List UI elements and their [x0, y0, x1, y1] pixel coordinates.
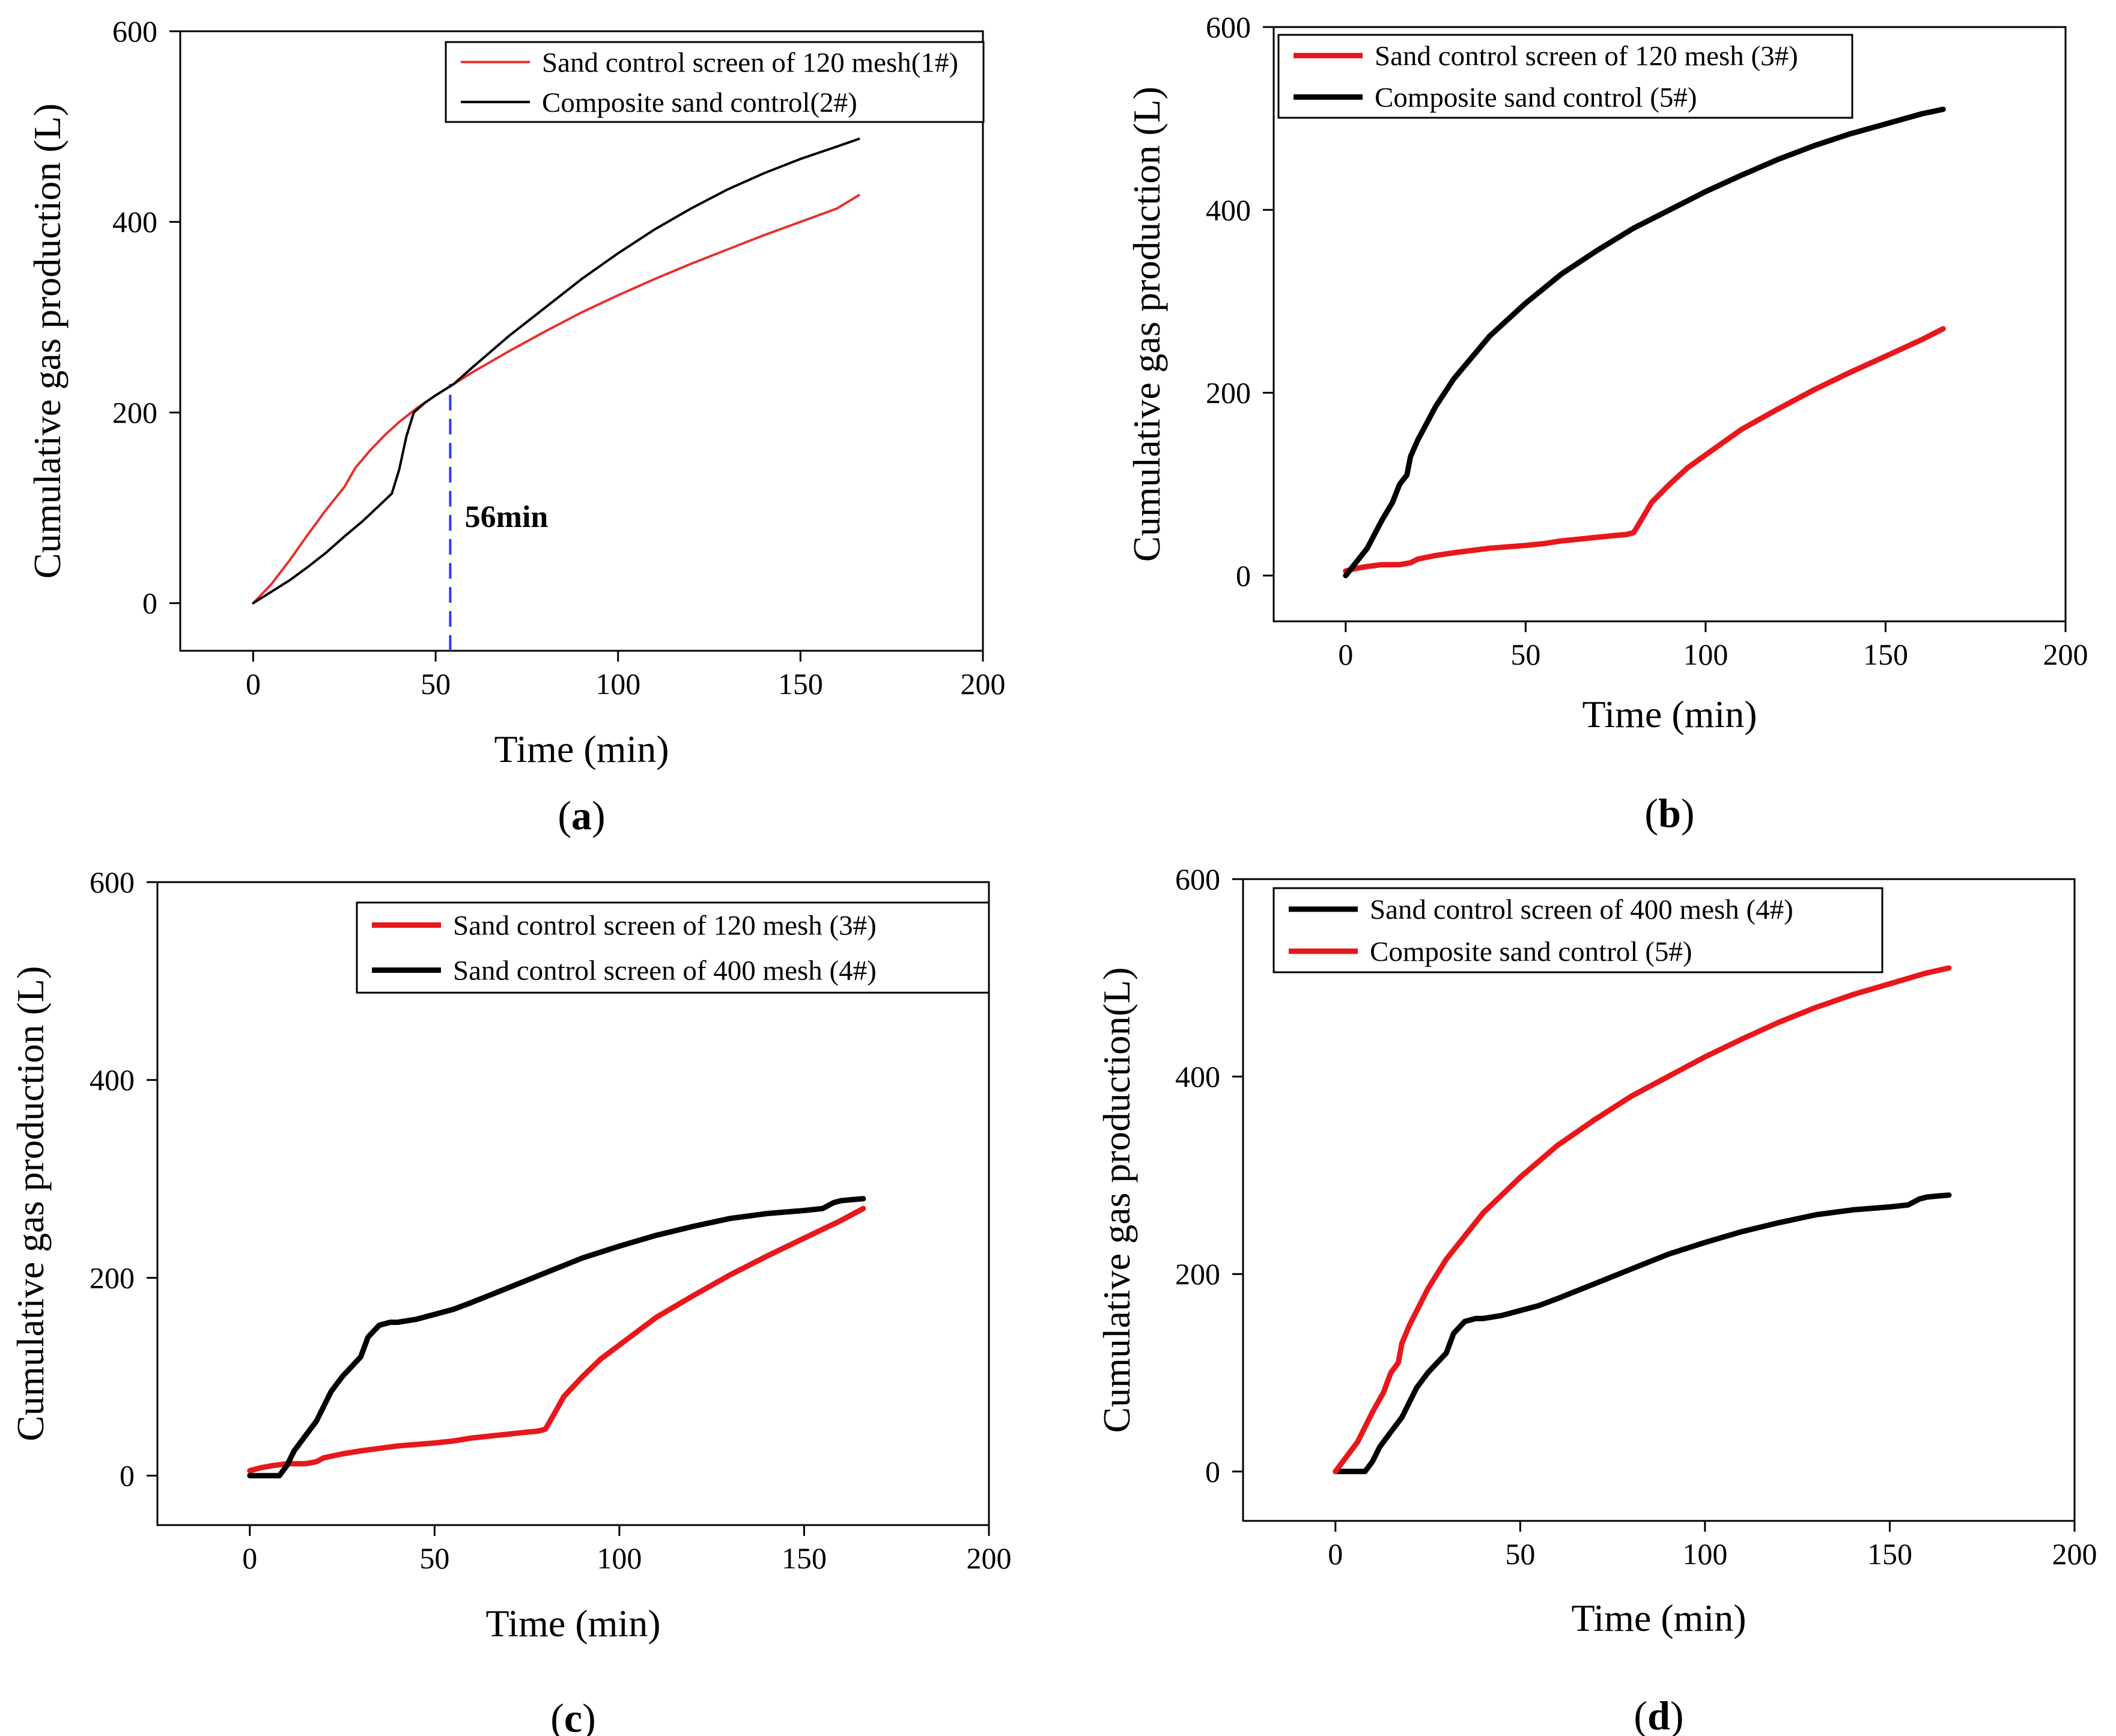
- panel-letter: (c): [550, 1695, 596, 1736]
- y-tick-label: 600: [1206, 10, 1251, 44]
- x-tick-label: 200: [961, 667, 1006, 701]
- plot-frame: [179, 30, 984, 652]
- x-axis-label: Time (min): [1572, 1597, 1747, 1639]
- x-axis-label: Time (min): [486, 1602, 661, 1645]
- y-tick-label: 0: [1236, 559, 1251, 592]
- legend-entry: Sand control screen of 120 mesh (3#): [453, 910, 877, 942]
- x-tick-label: 50: [1510, 638, 1540, 671]
- annotation-label: 56min: [465, 500, 549, 534]
- y-tick-label: 0: [1205, 1455, 1220, 1488]
- panel-a: 0 50 100 150 200 0 200 400 600 Time (min) Cumulati…: [26, 14, 1006, 838]
- y-tick-label: 600: [112, 14, 157, 48]
- y-axis-label: Cumulative gas production(L): [1095, 967, 1138, 1433]
- x-tick-label: 150: [1867, 1537, 1912, 1571]
- series-line-2: [252, 138, 860, 605]
- legend-entry: Composite sand control(2#): [542, 87, 857, 118]
- series-line-2: [1333, 965, 1952, 1475]
- legend-entry: Composite sand control (5#): [1375, 82, 1697, 114]
- x-tick-label: 150: [782, 1541, 827, 1575]
- y-tick-label: 200: [1206, 376, 1251, 410]
- y-tick-label: 400: [90, 1063, 135, 1097]
- series-line-2: [247, 1196, 866, 1479]
- x-tick-label: 100: [1682, 1537, 1727, 1571]
- y-tick-label: 400: [112, 205, 157, 239]
- series-line-1: [1333, 1192, 1952, 1475]
- x-tick-label: 150: [778, 667, 823, 701]
- panel-letter: (a): [558, 793, 605, 838]
- panel-c: 0 50 100 150 200 0 200 400 600 Time (min) Cumulati…: [9, 865, 1012, 1736]
- legend: Sand control screen of 120 mesh (3#) Comp…: [1277, 34, 1853, 119]
- x-tick-label: 0: [242, 1541, 257, 1575]
- x-axis-label: Time (min): [494, 728, 669, 770]
- legend: Sand control screen of 120 mesh (3#) Sand…: [356, 901, 990, 994]
- x-tick-label: 100: [595, 667, 640, 701]
- x-tick-label: 0: [246, 667, 261, 701]
- legend: Sand control screen of 120 mesh(1#) Compo…: [445, 41, 985, 123]
- panel-letter: (b): [1644, 790, 1694, 836]
- y-tick-label: 200: [112, 395, 157, 429]
- plot-frame: [156, 881, 990, 1526]
- legend-entry: Sand control screen of 400 mesh (4#): [1370, 894, 1793, 925]
- y-axis-label: Cumulative gas production (L): [26, 103, 68, 579]
- y-tick-label: 200: [1175, 1257, 1220, 1291]
- y-tick-label: 0: [120, 1459, 135, 1493]
- x-tick-label: 200: [2043, 638, 2088, 671]
- x-tick-label: 50: [421, 667, 451, 701]
- x-tick-label: 50: [419, 1541, 449, 1575]
- x-tick-label: 50: [1505, 1537, 1535, 1571]
- y-axis-label: Cumulative gas production (L): [1125, 87, 1168, 562]
- x-tick-label: 150: [1863, 638, 1908, 671]
- plot-frame: [1242, 878, 2076, 1522]
- y-axis-label: Cumulative gas production (L): [9, 966, 52, 1442]
- y-tick-label: 0: [142, 586, 157, 620]
- legend-entry: Sand control screen of 120 mesh(1#): [542, 47, 958, 78]
- y-tick-label: 400: [1206, 193, 1251, 227]
- legend-entry: Composite sand control (5#): [1370, 936, 1692, 967]
- legend-box: [356, 901, 990, 994]
- panel-d: 0 50 100 150 200 0 200 400 600 Time (min) Cumulati…: [1095, 862, 2097, 1736]
- x-tick-label: 0: [1328, 1537, 1343, 1571]
- series-line-2: [1343, 106, 1946, 579]
- legend: Sand control screen of 400 mesh (4#) Comp…: [1272, 887, 1883, 973]
- legend-box: [1277, 34, 1853, 119]
- x-tick-label: 100: [1683, 638, 1728, 671]
- panel-b: 0 50 100 150 200 0 200 400 600 Time (min) Cumulati…: [1125, 10, 2088, 836]
- legend-box: [445, 41, 985, 123]
- x-tick-label: 0: [1338, 638, 1353, 671]
- y-tick-label: 600: [90, 865, 135, 899]
- plot-frame: [1272, 26, 2067, 623]
- series-line-1: [252, 193, 860, 605]
- x-tick-label: 200: [2052, 1537, 2097, 1571]
- x-axis-label: Time (min): [1582, 693, 1757, 736]
- panel-letter: (d): [1634, 1693, 1683, 1736]
- x-tick-label: 200: [967, 1541, 1012, 1575]
- series-line-1: [1343, 326, 1946, 574]
- y-tick-label: 200: [90, 1261, 135, 1294]
- y-tick-label: 400: [1175, 1060, 1220, 1094]
- legend-box: [1272, 887, 1883, 973]
- x-tick-label: 100: [597, 1541, 642, 1575]
- legend-entry: Sand control screen of 400 mesh (4#): [453, 955, 877, 987]
- legend-entry: Sand control screen of 120 mesh (3#): [1375, 41, 1798, 72]
- y-tick-label: 600: [1175, 862, 1220, 896]
- series-line-1: [247, 1205, 866, 1473]
